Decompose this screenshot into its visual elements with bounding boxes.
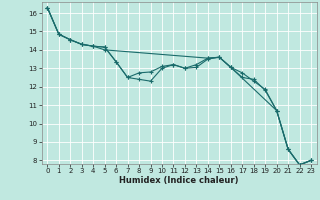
- X-axis label: Humidex (Indice chaleur): Humidex (Indice chaleur): [119, 176, 239, 185]
